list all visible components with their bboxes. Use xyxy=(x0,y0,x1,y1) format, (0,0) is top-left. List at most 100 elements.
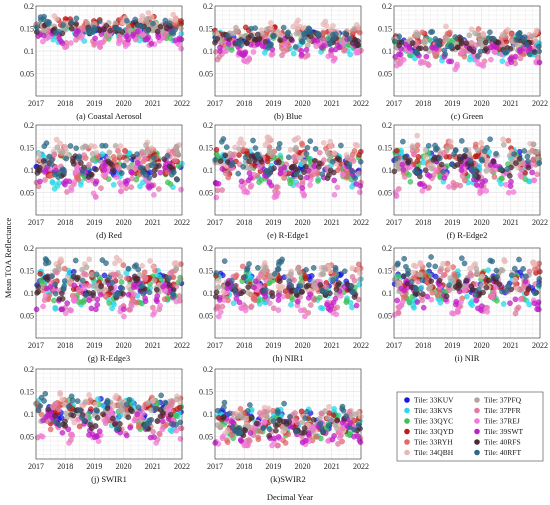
data-point xyxy=(522,278,529,285)
data-point xyxy=(108,285,114,291)
data-point xyxy=(69,397,76,404)
data-point xyxy=(52,290,59,297)
data-point xyxy=(150,428,156,435)
data-point xyxy=(512,265,518,272)
data-point xyxy=(86,161,92,168)
data-point xyxy=(103,260,109,266)
data-point xyxy=(517,47,523,53)
data-point xyxy=(275,266,282,273)
data-point xyxy=(88,305,95,312)
data-point xyxy=(251,284,257,291)
data-point xyxy=(334,155,341,162)
data-point xyxy=(112,142,119,149)
data-point xyxy=(315,31,322,38)
y-tick-label: 0.05 xyxy=(378,189,392,198)
data-point xyxy=(213,270,220,276)
data-point xyxy=(485,277,492,284)
data-point xyxy=(426,262,432,268)
data-point xyxy=(490,158,497,165)
data-point xyxy=(307,182,313,188)
data-point xyxy=(142,298,149,305)
data-point xyxy=(468,283,475,290)
data-point xyxy=(58,256,64,263)
x-tick-label: 2019 xyxy=(265,218,281,227)
data-point xyxy=(242,307,249,314)
x-tick-label: 2022 xyxy=(174,341,190,350)
data-point xyxy=(214,187,221,194)
data-point xyxy=(92,35,98,42)
data-point xyxy=(42,256,49,262)
data-point xyxy=(161,296,168,303)
x-tick-label: 2022 xyxy=(174,462,190,471)
data-point xyxy=(122,43,129,49)
data-point xyxy=(320,29,327,36)
data-point xyxy=(163,25,170,32)
data-point xyxy=(37,178,43,185)
data-point xyxy=(114,425,120,432)
data-point xyxy=(473,153,479,159)
data-point xyxy=(414,50,421,56)
data-point xyxy=(422,154,429,160)
data-point xyxy=(292,288,299,294)
data-point xyxy=(62,44,68,51)
data-point xyxy=(351,25,358,32)
x-tick-label: 2018 xyxy=(236,99,252,108)
data-point xyxy=(469,302,475,309)
data-point xyxy=(322,18,329,25)
data-point xyxy=(435,41,442,48)
data-point xyxy=(454,63,460,70)
data-point xyxy=(336,44,343,51)
data-point xyxy=(346,161,353,168)
data-point xyxy=(391,312,398,318)
data-point xyxy=(100,411,106,418)
data-point xyxy=(446,58,452,65)
data-point xyxy=(134,160,141,166)
data-point xyxy=(53,136,60,143)
data-point xyxy=(330,277,337,283)
data-point xyxy=(458,50,465,56)
data-point xyxy=(173,427,180,434)
data-point xyxy=(295,135,301,141)
data-point xyxy=(116,26,123,33)
data-point xyxy=(123,401,130,408)
data-point xyxy=(243,40,250,46)
y-tick-label: 0.1 xyxy=(382,289,392,298)
data-point xyxy=(130,297,136,304)
data-point xyxy=(513,160,519,166)
data-point xyxy=(352,411,359,417)
x-tick-label: 2019 xyxy=(444,341,460,350)
data-point xyxy=(437,155,443,162)
data-point xyxy=(116,152,123,158)
data-point xyxy=(76,286,82,293)
data-point xyxy=(466,32,473,39)
data-point xyxy=(57,391,64,397)
data-point xyxy=(489,258,496,265)
data-point xyxy=(422,167,429,173)
data-point xyxy=(305,155,312,162)
data-point xyxy=(142,424,149,430)
data-point xyxy=(517,171,524,178)
data-point xyxy=(454,44,461,51)
data-point xyxy=(440,261,446,267)
data-point xyxy=(491,174,498,180)
y-tick-label: 0.05 xyxy=(20,433,34,442)
data-point xyxy=(92,180,99,187)
data-point xyxy=(50,180,56,186)
panel-caption: (h) NIR1 xyxy=(273,353,304,363)
data-point xyxy=(94,415,101,421)
data-point xyxy=(96,428,103,435)
data-point xyxy=(109,161,115,168)
data-point xyxy=(87,422,93,428)
data-point xyxy=(116,257,123,264)
data-point xyxy=(60,22,66,28)
data-point xyxy=(142,274,149,281)
data-point xyxy=(393,147,400,154)
data-point xyxy=(42,177,48,183)
data-point xyxy=(229,162,235,168)
data-point xyxy=(104,399,111,405)
data-point xyxy=(248,32,254,39)
x-tick-label: 2018 xyxy=(236,341,252,350)
data-point xyxy=(157,302,163,309)
